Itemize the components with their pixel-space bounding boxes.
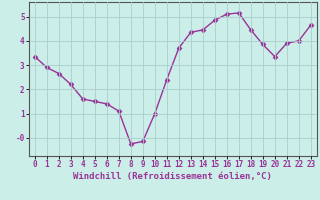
- X-axis label: Windchill (Refroidissement éolien,°C): Windchill (Refroidissement éolien,°C): [73, 172, 272, 181]
